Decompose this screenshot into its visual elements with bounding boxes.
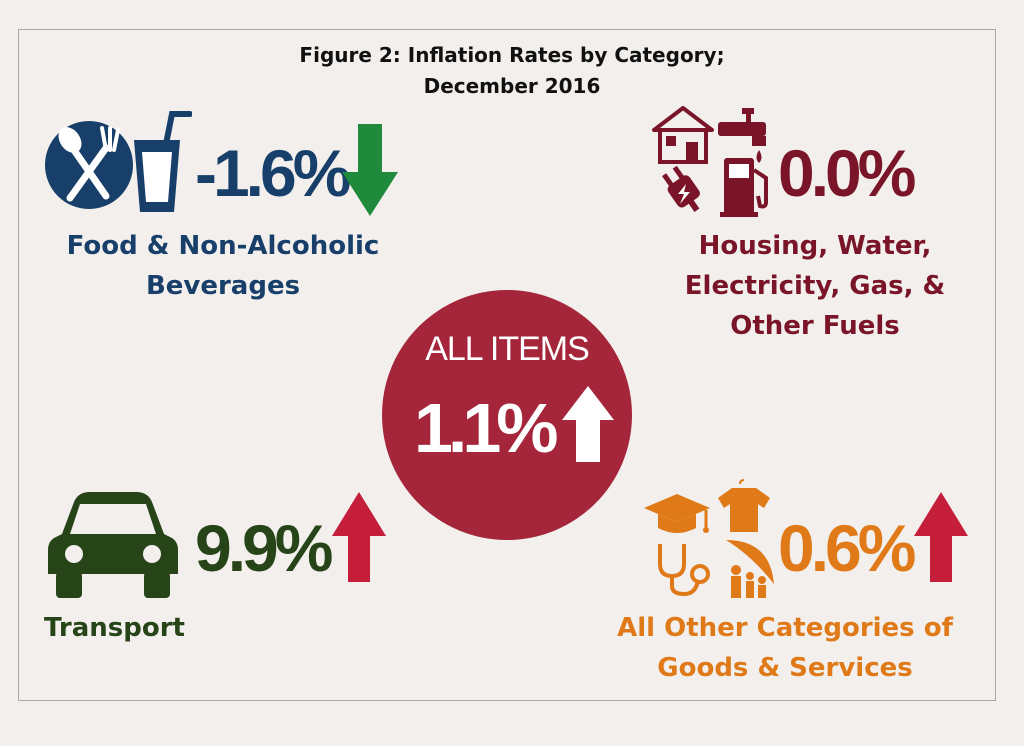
figure-frame bbox=[18, 29, 996, 701]
arrow-down-icon bbox=[342, 124, 398, 216]
electric-plug-icon bbox=[662, 165, 700, 212]
car-icon bbox=[48, 492, 178, 598]
title-line-1: Figure 2: Inflation Rates by Category; bbox=[299, 43, 725, 67]
food-label: Food & Non-Alcoholic Beverages bbox=[0, 226, 446, 306]
drink-cup-icon bbox=[134, 111, 192, 212]
housing-label: Housing, Water, Electricity, Gas, & Othe… bbox=[640, 226, 990, 346]
transport-label: Transport bbox=[44, 608, 185, 648]
house-icon bbox=[652, 106, 714, 164]
other-label: All Other Categories of Goods & Services bbox=[590, 608, 980, 688]
transport-value: 9.9% bbox=[195, 511, 333, 585]
other-value: 0.6% bbox=[778, 511, 916, 585]
arrow-up-icon bbox=[914, 492, 968, 582]
all-items-label: ALL ITEMS bbox=[425, 330, 590, 368]
fuel-pump-icon bbox=[720, 158, 768, 217]
arrow-up-icon bbox=[332, 492, 386, 582]
all-items-circle: ALL ITEMS 1.1% bbox=[382, 290, 632, 540]
housing-value: 0.0% bbox=[778, 136, 916, 210]
umbrella-family-icon bbox=[726, 540, 774, 598]
arrow-up-icon bbox=[562, 386, 614, 462]
faucet-icon bbox=[718, 108, 766, 163]
housing-label-line-1: Housing, Water, bbox=[698, 231, 932, 261]
shirt-icon bbox=[718, 479, 770, 532]
food-label-line-1: Food & Non-Alcoholic bbox=[66, 231, 380, 261]
housing-label-line-3: Other Fuels bbox=[730, 311, 900, 341]
fork-spoon-icon bbox=[45, 121, 133, 209]
stethoscope-icon bbox=[658, 544, 710, 597]
housing-label-line-2: Electricity, Gas, & bbox=[684, 271, 946, 301]
transport-label-line-1: Transport bbox=[44, 613, 185, 643]
graduation-cap-icon bbox=[644, 494, 710, 533]
title-line-2: December 2016 bbox=[423, 74, 601, 98]
food-value: -1.6% bbox=[195, 136, 351, 210]
all-items-value: 1.1% bbox=[414, 389, 559, 467]
food-label-line-2: Beverages bbox=[145, 271, 301, 301]
figure-title: Figure 2: Inflation Rates by Category; D… bbox=[0, 40, 1024, 102]
other-label-line-1: All Other Categories of bbox=[617, 613, 953, 643]
other-label-line-2: Goods & Services bbox=[657, 653, 913, 683]
